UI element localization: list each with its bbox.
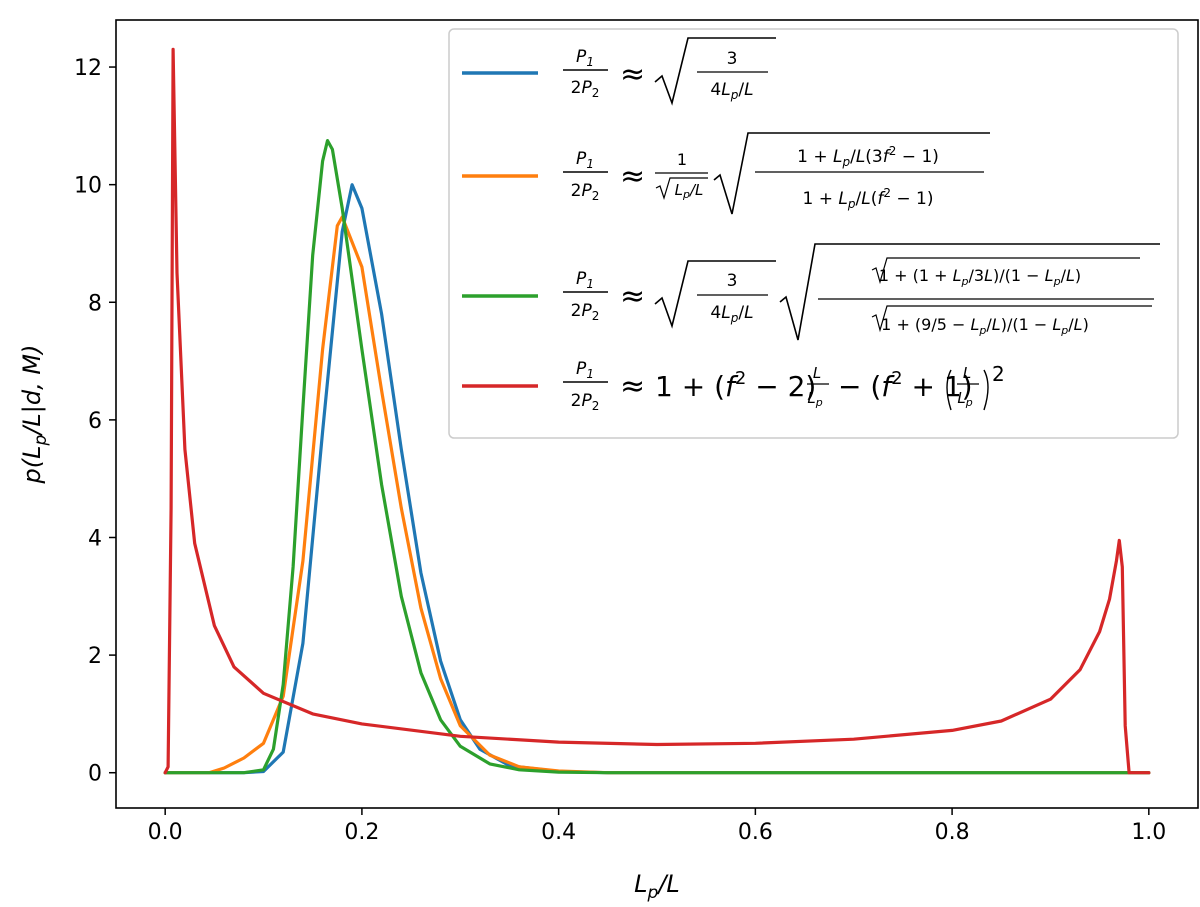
svg-text:1 + Lp/L(3f2 − 1): 1 + Lp/L(3f2 − 1) <box>797 144 939 169</box>
x-tick-label: 1.0 <box>1131 820 1166 845</box>
series-orange-line <box>163 215 1151 775</box>
svg-text:≈: ≈ <box>620 369 645 404</box>
svg-text:L: L <box>963 364 971 382</box>
svg-text:2: 2 <box>992 362 1005 386</box>
svg-text:3: 3 <box>727 49 738 69</box>
svg-text:1 + (1 + Lp/3L)/(1 −: 1 + (1 + Lp/3L)/(1 − Lp/L) <box>879 266 1081 288</box>
y-tick-label: 12 <box>74 56 102 81</box>
svg-text:L: L <box>813 364 821 382</box>
y-tick-label: 10 <box>74 174 102 199</box>
legend-formula-3: P1 2P2 ≈ 3 4Lp/L 1 + (1 + Lp/3L)/(1 − Lp… <box>563 243 1160 341</box>
legend-entry-green: P1 2P2 ≈ 3 4Lp/L 1 + (1 + Lp/3L)/(1 − Lp… <box>462 243 1160 341</box>
plot-frame <box>115 19 1199 809</box>
svg-text:1 + Lp/L(f2 − 1): 1 + Lp/L(f2 − 1) <box>803 186 934 211</box>
x-tick-label: 0.0 <box>148 820 183 845</box>
y-tick-label: 0 <box>88 762 102 787</box>
x-tick-label: 0.2 <box>344 820 379 845</box>
svg-text:≈: ≈ <box>620 57 645 92</box>
series-green-line <box>163 139 1151 775</box>
y-axis: 0 2 4 6 8 10 12 <box>74 56 116 787</box>
svg-text:≈: ≈ <box>620 279 645 314</box>
svg-text:4Lp/L: 4Lp/L <box>710 80 753 102</box>
series-group <box>163 47 1151 775</box>
legend: P1 2P2 ≈ 3 4Lp/L P1 2P2 ≈ 1 Lp/L <box>448 28 1179 439</box>
svg-text:≈: ≈ <box>620 159 645 194</box>
svg-text:3: 3 <box>727 271 738 291</box>
y-tick-label: 6 <box>88 409 102 434</box>
y-tick-label: 4 <box>88 526 102 551</box>
y-tick-label: 2 <box>88 644 102 669</box>
x-axis-label: Lp/L <box>634 870 680 903</box>
legend-frame <box>448 28 1179 439</box>
x-tick-label: 0.4 <box>541 820 576 845</box>
svg-text:− (f2 + 1): − (f2 + 1) <box>838 368 973 403</box>
svg-text:Lp/L: Lp/L <box>675 181 704 201</box>
x-axis: 0.0 0.2 0.4 0.6 0.8 1.0 <box>148 808 1166 845</box>
y-axis-label: p(Lp/L|d, M) <box>18 345 51 485</box>
y-tick-label: 8 <box>88 291 102 316</box>
x-tick-label: 0.8 <box>935 820 970 845</box>
svg-text:1: 1 <box>677 150 687 169</box>
svg-text:1 + (9/5 − Lp/L)/(1 −: 1 + (9/5 − Lp/L)/(1 − Lp/L) <box>881 315 1089 337</box>
svg-text:4Lp/L: 4Lp/L <box>710 303 753 325</box>
x-tick-label: 0.6 <box>738 820 773 845</box>
series-red-line <box>163 47 1151 775</box>
